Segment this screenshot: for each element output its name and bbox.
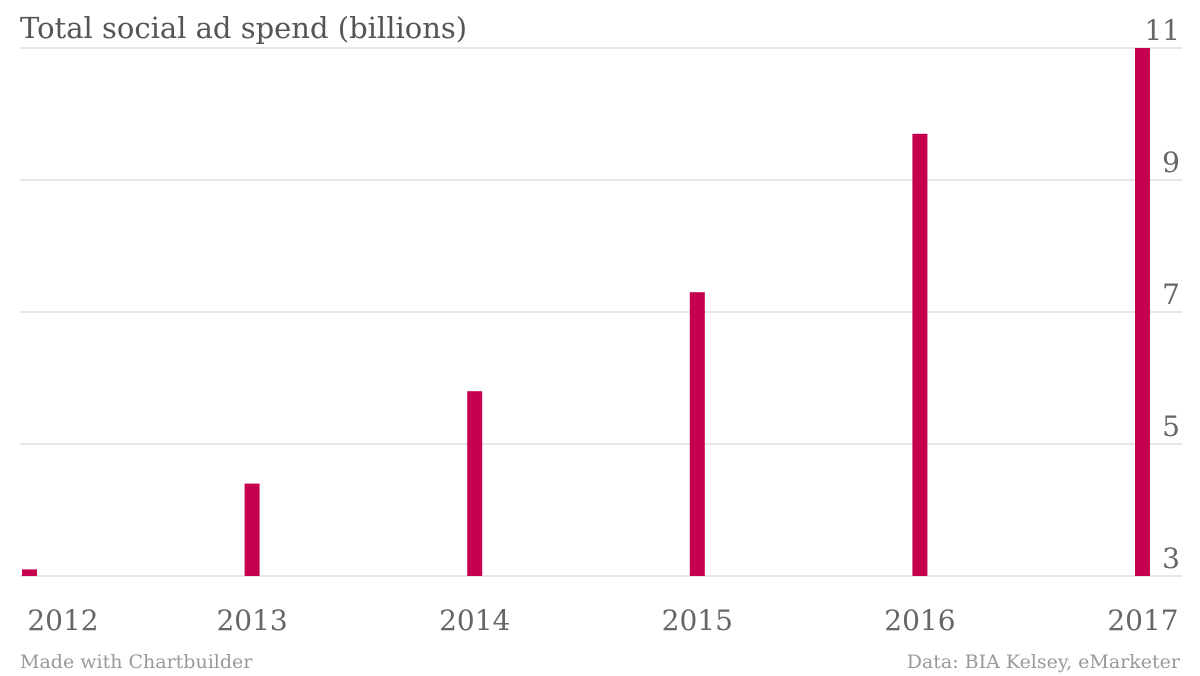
x-tick-label: 2017 [1107, 604, 1178, 637]
source-text: Data: BIA Kelsey, eMarketer [907, 651, 1181, 673]
chart-title: Total social ad spend (billions) [20, 11, 467, 45]
bars [22, 48, 1150, 577]
bar-2012 [22, 569, 37, 576]
gridlines [20, 47, 1182, 577]
bar-2015 [689, 292, 705, 576]
x-tick-label: 2015 [662, 604, 733, 637]
x-tick-label: 2012 [27, 604, 98, 637]
y-axis-ticks: 3 5 7 9 11 [1144, 14, 1180, 575]
bar-2017 [1135, 48, 1150, 576]
x-tick-label: 2016 [884, 604, 955, 637]
bar-2013 [244, 483, 260, 576]
y-tick-label: 7 [1162, 278, 1180, 311]
y-tick-label: 9 [1162, 146, 1180, 179]
y-tick-label: 3 [1162, 542, 1180, 575]
y-tick-label: 5 [1162, 410, 1180, 443]
credit-text: Made with Chartbuilder [20, 651, 253, 673]
x-axis-ticks: 2012 2013 2014 2015 2016 2017 [27, 604, 1178, 637]
x-tick-label: 2013 [216, 604, 287, 637]
x-tick-label: 2014 [439, 604, 510, 637]
y-tick-label: 11 [1144, 14, 1180, 47]
bar-2014 [467, 391, 483, 576]
bar-2016 [912, 133, 928, 577]
